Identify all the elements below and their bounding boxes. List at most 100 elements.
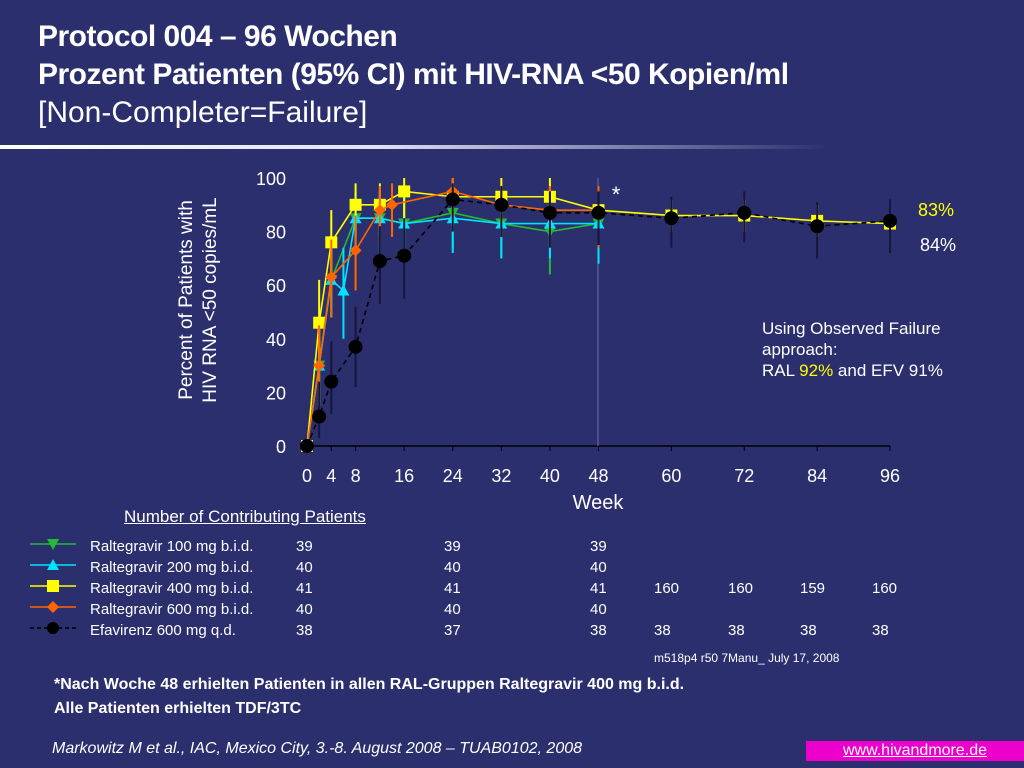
patient-count: 38 — [296, 622, 313, 639]
x-tick-label: 8 — [351, 466, 361, 486]
regimen-label: Raltegravir 400 mg b.i.d. — [90, 580, 254, 597]
regimen-label: Raltegravir 200 mg b.i.d. — [90, 559, 254, 576]
patient-count: 38 — [654, 622, 671, 639]
contributing-patients-title: Number of Contributing Patients — [124, 507, 366, 526]
x-tick-label: 24 — [443, 466, 463, 486]
patient-count — [728, 536, 800, 557]
series-line — [306, 190, 891, 447]
patient-count — [872, 536, 912, 557]
patient-count: 40 — [444, 601, 461, 618]
ral-final-percent: 83% — [918, 200, 955, 220]
patient-count: 39 — [590, 538, 607, 555]
data-point — [312, 409, 327, 424]
data-point — [883, 213, 897, 228]
y-tick-label: 40 — [266, 330, 286, 350]
patient-count: 38 — [872, 622, 889, 639]
title-line-2: Prozent Patienten (95% CI) mit HIV-RNA <… — [38, 58, 789, 91]
y-axis-label-line-1: Percent of Patients with — [176, 200, 197, 400]
note-line-1: Using Observed Failure — [762, 319, 941, 338]
patient-count — [728, 599, 800, 620]
data-point — [591, 205, 606, 220]
note-suffix: % — [927, 361, 943, 380]
x-tick-label: 72 — [734, 466, 754, 486]
contributing-row: Raltegravir 400 mg b.i.d. 41 41 41 160 160 159… — [28, 578, 912, 599]
patient-count — [654, 599, 728, 620]
y-tick-label: 80 — [266, 223, 286, 243]
y-tick-label: 0 — [276, 437, 286, 457]
patient-count: 39 — [296, 538, 313, 555]
source-code: m518p4 r50 7Manu_ July 17, 2008 — [654, 651, 840, 665]
patient-count: 38 — [800, 622, 817, 639]
x-tick-label: 48 — [588, 466, 608, 486]
legend-marker — [47, 622, 59, 634]
patient-count: 160 — [728, 580, 754, 597]
patient-count — [728, 557, 800, 578]
regimen-label: Raltegravir 600 mg b.i.d. — [90, 601, 254, 618]
series-line — [306, 190, 599, 447]
patient-count — [800, 536, 872, 557]
patient-count: 39 — [444, 538, 461, 555]
data-point — [313, 359, 326, 372]
contributing-row: Efavirenz 600 mg q.d. 38 37 38 38 38 38 38 — [28, 620, 912, 641]
legend-key-symbol — [30, 601, 76, 613]
legend-key — [28, 578, 90, 599]
patient-count: 38 — [728, 622, 745, 639]
regimen-label: Raltegravir 100 mg b.i.d. — [90, 538, 254, 555]
reference-citation: Markowitz M et al., IAC, Mexico City, 3.… — [52, 740, 583, 757]
footnote-line-1: *Nach Woche 48 erhielten Patienten in al… — [54, 676, 685, 693]
y-axis-label-line-2: HIV RNA <50 copies/mL — [200, 197, 221, 402]
patient-count: 37 — [444, 622, 461, 639]
title-line-3: [Non-Completer=Failure] — [38, 96, 368, 129]
slide-title: Protocol 004 – 96 Wochen Prozent Patient… — [38, 18, 789, 132]
series-3 — [301, 178, 605, 452]
data-point — [398, 185, 411, 198]
patient-count — [800, 557, 872, 578]
legend-key-symbol — [30, 580, 76, 592]
patient-count: 40 — [296, 559, 313, 576]
x-tick-label: 40 — [540, 466, 560, 486]
legend-key-symbol — [30, 622, 76, 634]
patient-count: 41 — [296, 580, 313, 597]
x-tick-label: 32 — [491, 466, 511, 486]
legend-marker — [47, 539, 59, 550]
series-4 — [300, 183, 897, 453]
note-line-3: RAL 92% and EFV 91% — [762, 360, 943, 381]
data-point — [324, 374, 339, 389]
patient-count — [800, 599, 872, 620]
contributing-row: Raltegravir 600 mg b.i.d. 40 40 40 — [28, 599, 912, 620]
y-axis-label: Percent of Patients with HIV RNA <50 copi… — [176, 197, 221, 402]
title-divider — [0, 145, 830, 149]
data-point — [349, 244, 362, 257]
efv-final-percent: 84% — [920, 235, 957, 255]
data-point — [325, 271, 338, 284]
contributing-patients-table: Raltegravir 100 mg b.i.d. 39 39 39 Raltegrav… — [28, 536, 912, 641]
footnote: *Nach Woche 48 erhielten Patienten in al… — [54, 673, 684, 721]
legend-key — [28, 620, 90, 641]
data-point — [494, 197, 509, 212]
legend-marker — [47, 601, 59, 613]
x-tick-label: 60 — [661, 466, 681, 486]
note-line-2: approach: — [762, 340, 838, 359]
title-line-1: Protocol 004 – 96 Wochen — [38, 20, 398, 53]
data-point — [300, 439, 314, 453]
week-48-asterisk: * — [612, 182, 621, 207]
data-point — [664, 211, 679, 226]
x-tick-label: 96 — [880, 466, 900, 486]
patient-count: 38 — [590, 622, 607, 639]
y-tick-label: 20 — [266, 383, 286, 403]
legend-key-symbol — [30, 539, 76, 550]
note-prefix: RAL — [762, 361, 800, 380]
x-tick-label: 84 — [807, 466, 827, 486]
x-tick-label: 16 — [394, 466, 414, 486]
website-link[interactable]: www.hivandmore.de — [806, 741, 1024, 761]
data-point — [348, 339, 363, 354]
observed-failure-note: Using Observed Failure approach: RAL 92%… — [762, 318, 943, 381]
contributing-row: Raltegravir 200 mg b.i.d. 40 40 40 — [28, 557, 912, 578]
legend-marker — [47, 580, 59, 592]
data-point — [542, 205, 557, 220]
series-line — [306, 198, 891, 447]
data-point — [313, 316, 326, 329]
patient-count: 40 — [590, 601, 607, 618]
data-point — [372, 254, 387, 269]
